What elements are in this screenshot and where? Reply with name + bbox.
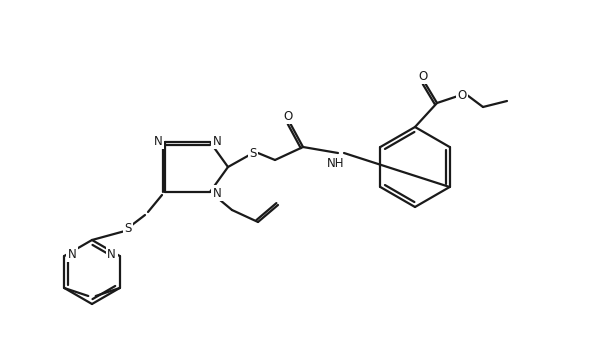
Text: N: N — [68, 248, 77, 261]
Text: S: S — [250, 147, 257, 159]
Text: O: O — [457, 89, 467, 102]
Text: N: N — [212, 135, 221, 148]
Text: O: O — [283, 109, 293, 122]
Text: N: N — [212, 186, 221, 199]
Text: S: S — [124, 221, 131, 234]
Text: NH: NH — [327, 157, 345, 170]
Text: N: N — [107, 248, 116, 261]
Text: O: O — [418, 69, 428, 82]
Text: N: N — [154, 135, 163, 148]
